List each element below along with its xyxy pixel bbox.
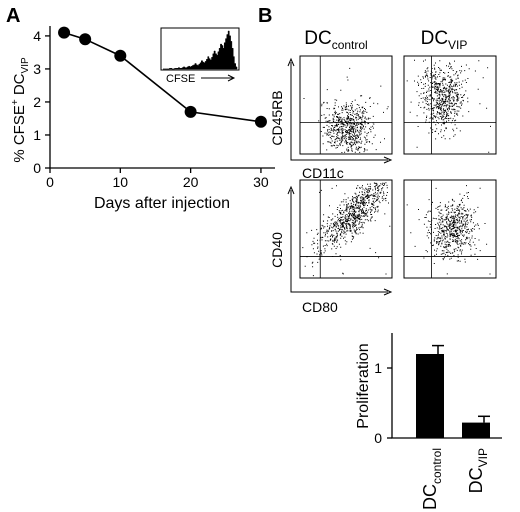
inset-label: CFSE [166, 73, 195, 85]
cfse-histogram-inset: CFSE [160, 27, 240, 85]
event-dots [406, 59, 491, 153]
bar [416, 354, 444, 438]
row1-axis-arrows [290, 62, 388, 161]
x-tick-label: 0 [46, 174, 54, 190]
row2-ylabel: CD40 [269, 232, 285, 268]
x-tick-label: 10 [113, 174, 129, 190]
plot-frame [299, 55, 393, 155]
plot-frame [299, 179, 393, 279]
y-tick-label: 0 [33, 160, 41, 176]
inset-frame [160, 27, 240, 71]
arrowhead-icon [287, 57, 393, 164]
event-dots [302, 182, 391, 277]
data-point [79, 33, 92, 46]
arrow-right-icon [201, 74, 236, 82]
data-point [58, 26, 71, 39]
panel-label-b: B [258, 5, 272, 27]
data-point [114, 49, 127, 62]
arrowhead-icon [287, 185, 393, 296]
flow-cytometry-panels: DCcontrol DCVIP CD45RB CD11c CD40 CD80 [269, 28, 497, 315]
flow-plot-1 [299, 55, 393, 155]
y-tick-label: 1 [374, 360, 382, 376]
bar-chart-axes [391, 333, 502, 439]
histogram-trace [163, 30, 238, 70]
line-chart-ylabel: % CFSE+ DCVIP [10, 57, 31, 163]
column-header-control: DCcontrol [304, 28, 367, 52]
y-tick-label: 2 [33, 94, 41, 110]
panel-label-a: A [6, 5, 20, 27]
bar [462, 422, 490, 438]
x-tick-label: 20 [183, 174, 199, 190]
line-chart: % CFSE+ DCVIP Days after injection 0 10 20… [10, 26, 275, 212]
data-point [254, 115, 267, 128]
event-dots [303, 67, 389, 153]
y-tick-label: 4 [33, 28, 41, 44]
category-label: DCVIP [466, 448, 490, 493]
y-tick-label: 3 [33, 61, 41, 77]
plot-frame [403, 179, 497, 279]
row1-xlabel: CD11c [302, 165, 344, 181]
row1-ylabel: CD45RB [269, 90, 285, 145]
bar-chart: Proliferation 0 1 DCcontrol DCVIP [355, 333, 502, 510]
y-tick-label: 1 [33, 127, 41, 143]
row2-axis-arrows [290, 190, 388, 293]
event-dots [406, 185, 491, 275]
x-tick-label: 30 [253, 174, 269, 190]
bar-chart-ylabel: Proliferation [355, 343, 372, 428]
line-chart-axes [49, 26, 275, 169]
data-point [184, 105, 197, 118]
line-chart-xlabel: Days after injection [94, 195, 230, 212]
category-label: DCcontrol [420, 448, 444, 510]
flow-plot-2 [403, 55, 497, 155]
y-tick-label: 0 [374, 430, 382, 446]
flow-plot-3 [299, 179, 393, 279]
column-header-vip: DCVIP [421, 28, 468, 52]
row2-xlabel: CD80 [302, 299, 338, 315]
flow-plot-4 [403, 179, 497, 279]
plot-frame [403, 55, 497, 155]
